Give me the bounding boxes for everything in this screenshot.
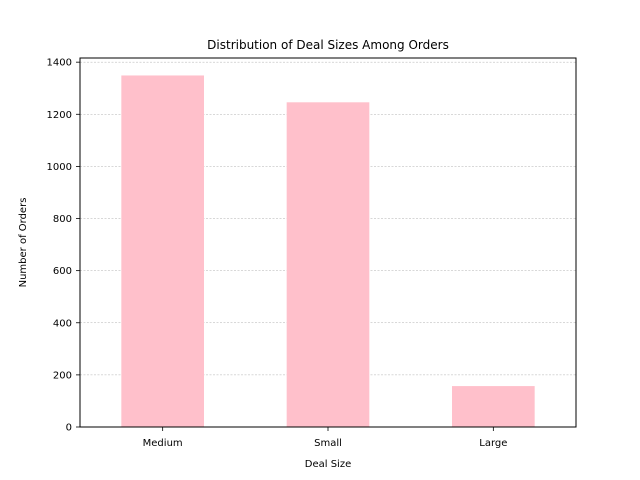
x-tick-label: Medium	[143, 438, 183, 449]
y-tick-label: 1200	[47, 110, 72, 121]
y-tick-label: 600	[53, 266, 72, 277]
y-tick-label: 400	[53, 318, 72, 329]
y-tick-label: 800	[53, 214, 72, 225]
y-axis-label: Number of Orders	[18, 198, 29, 288]
bar-small	[286, 102, 370, 428]
bar-medium	[121, 75, 204, 427]
y-tick-label: 200	[53, 370, 72, 381]
x-axis-label: Deal Size	[305, 459, 351, 470]
chart-title: Distribution of Deal Sizes Among Orders	[207, 38, 449, 52]
y-axis-ticks: 0 200 400 600 800 1000 1200 1400	[47, 58, 80, 434]
x-tick-label: Small	[314, 438, 342, 449]
x-axis-ticks: Medium Small Large	[143, 427, 507, 449]
y-tick-label: 1000	[47, 162, 72, 173]
y-tick-label: 0	[66, 423, 72, 434]
bar-large	[452, 386, 535, 427]
bars	[121, 75, 535, 428]
y-tick-label: 1400	[47, 58, 72, 69]
x-tick-label: Large	[479, 438, 507, 449]
gridlines	[80, 61, 576, 376]
